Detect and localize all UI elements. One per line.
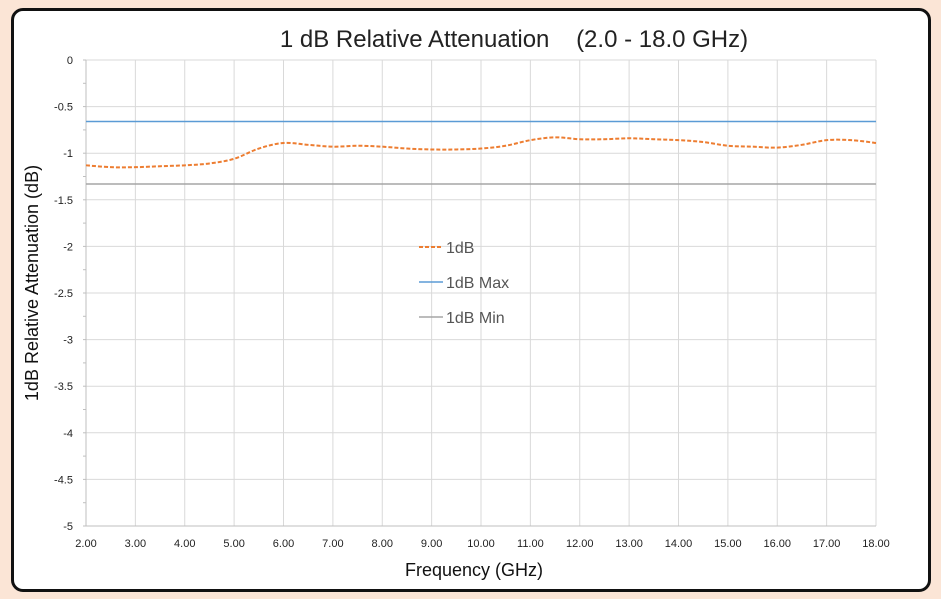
y-tick-label: -5 xyxy=(63,521,73,533)
x-tick-label: 9.00 xyxy=(421,538,442,550)
x-tick-label: 15.00 xyxy=(714,538,742,550)
y-tick-label: -3 xyxy=(63,335,73,347)
x-tick-label: 5.00 xyxy=(223,538,244,550)
x-tick-label: 6.00 xyxy=(273,538,294,550)
y-tick-label: -1.5 xyxy=(54,195,73,207)
y-axis-title: 1dB Relative Attenuation (dB) xyxy=(22,165,42,401)
x-tick-label: 18.00 xyxy=(862,538,890,550)
legend-label: 1dB Max xyxy=(446,275,509,292)
x-tick-labels: 2.00 3.00 4.00 5.00 6.00 7.00 8.00 9.00 10.00 11.… xyxy=(75,538,889,550)
legend-label: 1dB xyxy=(446,240,474,257)
y-tick-label: -0.5 xyxy=(54,102,73,114)
x-tick-label: 2.00 xyxy=(75,538,96,550)
legend: 1dB 1dB Max 1dB Min xyxy=(419,240,509,327)
series-line-0 xyxy=(85,136,877,169)
x-tick-label: 14.00 xyxy=(665,538,693,550)
y-tick-label: -4 xyxy=(63,428,73,440)
x-tick-label: 4.00 xyxy=(174,538,195,550)
legend-label: 1dB Min xyxy=(446,310,505,327)
x-tick-label: 8.00 xyxy=(372,538,393,550)
y-tick-labels: 0 -0.5 -1 -1.5 -2 -2.5 -3 -3.5 -4 -4.5 -5 xyxy=(54,55,73,533)
x-tick-label: 16.00 xyxy=(763,538,791,550)
y-tick-label: -3.5 xyxy=(54,381,73,393)
chart-title: 1 dB Relative Attenuation (2.0 - 18.0 GH… xyxy=(280,26,748,53)
grid xyxy=(85,59,877,527)
x-tick-label: 12.00 xyxy=(566,538,594,550)
x-tick-label: 17.00 xyxy=(813,538,841,550)
x-tick-label: 10.00 xyxy=(467,538,495,550)
y-tick-label: -1 xyxy=(63,148,73,160)
x-axis-title: Frequency (GHz) xyxy=(405,560,543,580)
x-tick-label: 3.00 xyxy=(125,538,146,550)
y-tick-label: 0 xyxy=(67,55,73,67)
series-lines xyxy=(85,120,877,185)
y-tick-label: -2 xyxy=(63,241,73,253)
x-tick-label: 7.00 xyxy=(322,538,343,550)
y-tick-label: -4.5 xyxy=(54,474,73,486)
x-tick-label: 11.00 xyxy=(517,538,544,550)
axes xyxy=(83,59,876,527)
y-tick-label: -2.5 xyxy=(54,288,73,300)
x-tick-label: 13.00 xyxy=(615,538,643,550)
